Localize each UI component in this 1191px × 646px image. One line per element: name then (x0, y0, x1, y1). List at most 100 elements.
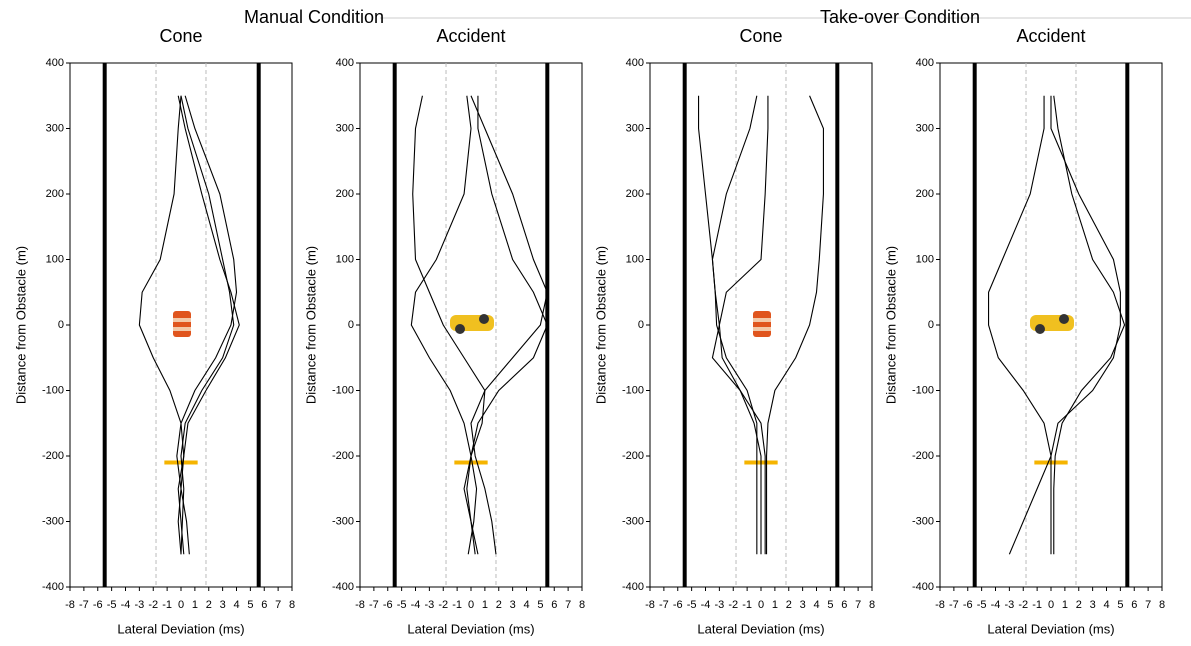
y-tick-label: 400 (626, 57, 644, 69)
x-tick-label: -7 (949, 599, 959, 611)
cone-icon (173, 311, 191, 337)
trajectory (711, 95, 758, 555)
x-tick-label: -8 (645, 599, 655, 611)
x-tick-label: -4 (121, 599, 131, 611)
x-tick-label: -6 (383, 599, 393, 611)
x-tick-label: 3 (800, 599, 806, 611)
panel-title: Accident (436, 26, 505, 46)
x-tick-label: -7 (79, 599, 89, 611)
x-tick-label: -3 (134, 599, 144, 611)
x-tick-label: -3 (1004, 599, 1014, 611)
x-axis-label: Lateral Deviation (ms) (407, 621, 534, 636)
y-tick-label: -200 (622, 450, 644, 462)
y-tick-label: 100 (916, 253, 934, 265)
x-tick-label: 5 (827, 599, 833, 611)
x-tick-label: 0 (758, 599, 764, 611)
x-tick-label: 6 (841, 599, 847, 611)
y-tick-label: -400 (42, 581, 64, 593)
x-tick-label: 7 (855, 599, 861, 611)
y-axis-label: Distance from Obstacle (m) (593, 246, 608, 404)
y-tick-label: 400 (916, 57, 934, 69)
x-tick-label: 8 (1159, 599, 1165, 611)
x-tick-label: 4 (813, 599, 819, 611)
x-tick-label: 0 (178, 599, 184, 611)
y-tick-label: -100 (622, 384, 644, 396)
y-tick-label: -400 (912, 581, 934, 593)
x-tick-label: -2 (1018, 599, 1028, 611)
x-tick-label: -4 (411, 599, 421, 611)
x-tick-label: -7 (659, 599, 669, 611)
y-tick-label: -200 (42, 450, 64, 462)
trajectory (177, 95, 240, 555)
x-tick-label: -6 (93, 599, 103, 611)
x-tick-label: 2 (1076, 599, 1082, 611)
x-tick-label: 7 (275, 599, 281, 611)
x-tick-label: 1 (772, 599, 778, 611)
x-tick-label: -5 (107, 599, 117, 611)
x-tick-label: 4 (523, 599, 529, 611)
panel-title: Accident (1016, 26, 1085, 46)
x-tick-label: 4 (233, 599, 239, 611)
y-tick-label: -300 (622, 515, 644, 527)
x-tick-label: -4 (991, 599, 1001, 611)
x-tick-label: 5 (1117, 599, 1123, 611)
x-tick-label: -4 (701, 599, 711, 611)
trajectory (1053, 95, 1126, 555)
car-icon (1030, 314, 1074, 334)
y-tick-label: -300 (332, 515, 354, 527)
x-tick-label: 6 (551, 599, 557, 611)
trajectory (766, 95, 824, 555)
x-tick-label: 1 (1062, 599, 1068, 611)
x-tick-label: 8 (579, 599, 585, 611)
cone-icon (753, 311, 771, 337)
y-tick-label: 300 (46, 122, 64, 134)
x-tick-label: 4 (1103, 599, 1109, 611)
y-tick-label: 300 (626, 122, 644, 134)
trajectory (410, 95, 478, 555)
y-tick-label: 0 (638, 319, 644, 331)
x-tick-label: -8 (935, 599, 945, 611)
y-tick-label: 0 (348, 319, 354, 331)
y-tick-label: 0 (58, 319, 64, 331)
trajectory (470, 95, 548, 555)
y-tick-label: 100 (46, 253, 64, 265)
x-tick-label: -5 (977, 599, 987, 611)
x-tick-label: 2 (496, 599, 502, 611)
x-tick-label: -7 (369, 599, 379, 611)
x-axis-label: Lateral Deviation (ms) (987, 621, 1114, 636)
x-tick-label: -8 (355, 599, 365, 611)
x-tick-label: -8 (65, 599, 75, 611)
x-tick-label: -1 (742, 599, 752, 611)
y-tick-label: 100 (626, 253, 644, 265)
x-tick-label: 8 (289, 599, 295, 611)
x-tick-label: 5 (537, 599, 543, 611)
x-tick-label: 1 (192, 599, 198, 611)
y-tick-label: 400 (336, 57, 354, 69)
x-tick-label: -2 (438, 599, 448, 611)
x-tick-label: -2 (148, 599, 158, 611)
y-tick-label: -200 (332, 450, 354, 462)
car-icon (450, 314, 494, 334)
trajectory (698, 95, 762, 555)
y-tick-label: 300 (336, 122, 354, 134)
y-tick-label: 300 (916, 122, 934, 134)
y-axis-label: Distance from Obstacle (m) (303, 246, 318, 404)
x-tick-label: -1 (1032, 599, 1042, 611)
x-tick-label: 7 (1145, 599, 1151, 611)
x-axis-label: Lateral Deviation (ms) (697, 621, 824, 636)
group-title: Manual Condition (244, 7, 384, 27)
y-tick-label: 200 (336, 188, 354, 200)
x-tick-label: 2 (786, 599, 792, 611)
x-tick-label: 3 (1090, 599, 1096, 611)
x-tick-label: 8 (869, 599, 875, 611)
x-tick-label: -3 (424, 599, 434, 611)
y-tick-label: -100 (42, 384, 64, 396)
y-tick-label: -300 (912, 515, 934, 527)
x-tick-label: 3 (220, 599, 226, 611)
x-tick-label: 0 (468, 599, 474, 611)
y-tick-label: -400 (332, 581, 354, 593)
x-tick-label: 1 (482, 599, 488, 611)
y-tick-label: -400 (622, 581, 644, 593)
y-tick-label: 100 (336, 253, 354, 265)
